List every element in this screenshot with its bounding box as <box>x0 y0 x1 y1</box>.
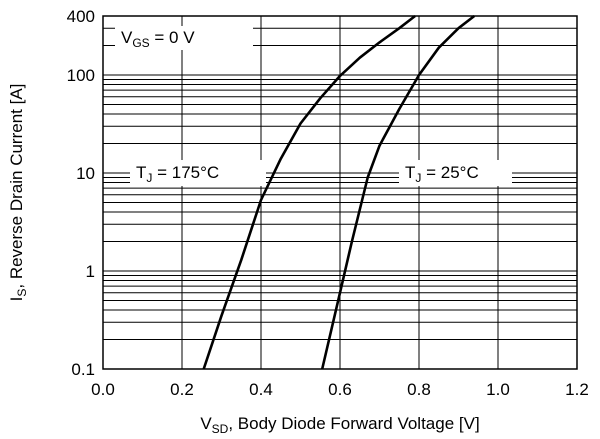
annotation-box-tj25 <box>399 160 512 186</box>
y-tick-label: 400 <box>67 7 95 26</box>
series-line-tj-25 <box>320 14 476 370</box>
axis-title-layer: VSD, Body Diode Forward Voltage [V] IS, R… <box>7 84 480 436</box>
annotation-tj25: TJ = 25°C <box>405 163 479 185</box>
grid-layer <box>102 15 578 370</box>
annotation-layer: VGS = 0 V TJ = 175°C TJ = 25°C <box>115 26 512 186</box>
x-tick-label: 0.2 <box>170 380 194 399</box>
x-tick-label: 0.4 <box>249 380 273 399</box>
x-tick-label: 0.6 <box>328 380 352 399</box>
x-tick-label: 1.2 <box>565 380 589 399</box>
tick-label-layer: 0.0 0.2 0.4 0.6 0.8 1.0 1.2 0.1 1 10 100 400 <box>67 7 589 399</box>
annotation-vgs: VGS = 0 V <box>121 28 195 50</box>
y-tick-label: 100 <box>67 66 95 85</box>
y-axis-title: IS, Reverse Drain Current [A] <box>7 84 29 302</box>
series-layer <box>202 14 476 370</box>
series-line-tj-175 <box>202 14 416 370</box>
annotation-tj175: TJ = 175°C <box>136 163 219 185</box>
annotation-box-vgs <box>115 26 253 50</box>
y-tick-label: 10 <box>76 164 95 183</box>
y-tick-label: 0.1 <box>71 360 95 379</box>
y-tick-label: 1 <box>86 262 95 281</box>
x-tick-label: 0.0 <box>91 380 115 399</box>
x-tick-label: 0.8 <box>407 380 431 399</box>
x-tick-label: 1.0 <box>486 380 510 399</box>
annotation-box-tj175 <box>130 160 266 186</box>
x-axis-title: VSD, Body Diode Forward Voltage [V] <box>200 414 479 436</box>
